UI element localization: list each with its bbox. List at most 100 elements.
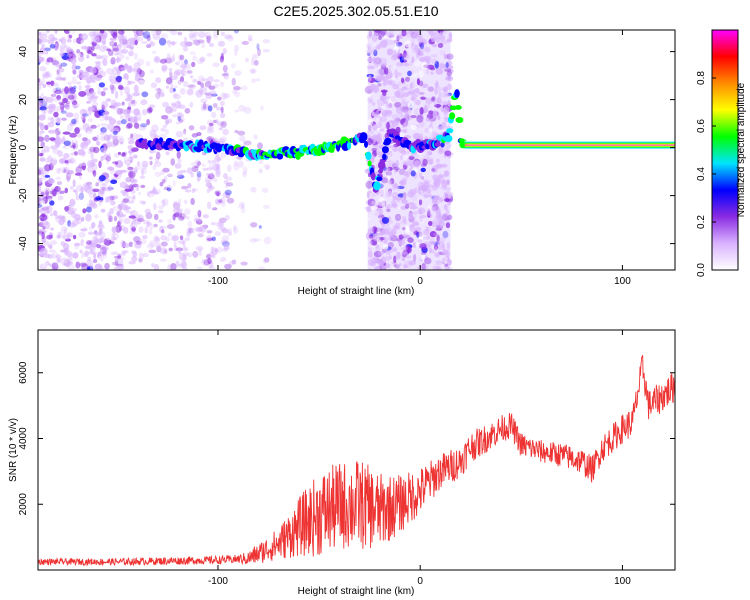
noise-speckle xyxy=(173,93,182,100)
noise-speckle xyxy=(84,46,89,51)
noise-speckle xyxy=(125,56,130,61)
noise-speckle xyxy=(149,69,154,74)
noise-speckle xyxy=(78,231,86,238)
noise-speckle xyxy=(424,59,432,63)
noise-speckle xyxy=(396,72,402,77)
noise-speckle xyxy=(80,115,85,120)
noise-speckle xyxy=(258,168,263,174)
noise-speckle xyxy=(45,30,50,34)
noise-speckle xyxy=(443,196,447,200)
noise-speckle xyxy=(80,239,85,247)
noise-speckle xyxy=(395,106,404,115)
noise-speckle xyxy=(219,112,226,119)
noise-speckle xyxy=(56,234,61,239)
noise-speckle xyxy=(128,170,136,179)
noise-speckle xyxy=(390,96,396,103)
noise-speckle xyxy=(401,98,406,105)
noise-speckle xyxy=(206,136,215,141)
signal-blob xyxy=(454,89,460,99)
noise-speckle xyxy=(173,212,180,218)
noise-speckle xyxy=(370,205,378,211)
noise-speckle xyxy=(429,241,437,245)
noise-speckle xyxy=(421,45,428,52)
noise-speckle xyxy=(416,231,420,238)
noise-speckle xyxy=(234,44,240,52)
noise-speckle xyxy=(403,161,411,167)
noise-speckle xyxy=(220,152,227,159)
noise-speckle xyxy=(170,30,178,36)
noise-speckle xyxy=(202,104,206,111)
noise-speckle xyxy=(192,78,198,83)
noise-speckle xyxy=(79,262,87,267)
noise-speckle xyxy=(86,130,93,138)
noise-speckle xyxy=(378,237,385,241)
noise-speckle xyxy=(128,241,134,247)
noise-speckle xyxy=(412,221,420,226)
noise-speckle xyxy=(103,115,109,121)
noise-speckle xyxy=(107,134,113,139)
noise-speckle xyxy=(48,206,53,214)
noise-speckle xyxy=(227,231,232,237)
noise-speckle xyxy=(222,191,230,199)
noise-speckle xyxy=(72,179,76,188)
noise-speckle xyxy=(215,170,221,178)
noise-speckle xyxy=(99,197,104,201)
noise-speckle xyxy=(215,119,219,124)
noise-speckle xyxy=(67,169,73,177)
noise-speckle xyxy=(151,263,155,268)
noise-speckle xyxy=(211,111,217,119)
noise-speckle xyxy=(47,178,55,184)
noise-speckle xyxy=(212,36,219,42)
noise-speckle xyxy=(170,75,178,80)
noise-speckle xyxy=(231,77,236,86)
noise-speckle xyxy=(434,181,442,186)
noise-speckle xyxy=(89,146,96,153)
noise-speckle xyxy=(206,237,214,241)
noise-speckle xyxy=(117,84,124,90)
noise-speckle xyxy=(99,245,107,250)
noise-speckle xyxy=(138,252,144,261)
noise-speckle xyxy=(435,35,441,44)
noise-speckle xyxy=(177,158,182,164)
noise-speckle xyxy=(47,129,56,134)
noise-speckle xyxy=(105,155,111,162)
noise-speckle xyxy=(60,241,66,247)
noise-speckle xyxy=(219,221,224,228)
noise-speckle xyxy=(149,240,157,248)
noise-speckle xyxy=(63,153,70,159)
noise-speckle xyxy=(417,218,425,225)
noise-speckle xyxy=(197,75,205,84)
noise-speckle xyxy=(94,238,99,247)
noise-speckle xyxy=(117,256,125,260)
noise-speckle xyxy=(434,82,439,89)
noise-speckle xyxy=(51,252,59,259)
noise-speckle xyxy=(133,108,141,116)
noise-speckle xyxy=(439,197,444,203)
noise-speckle xyxy=(149,224,155,229)
noise-speckle xyxy=(176,174,185,179)
noise-speckle xyxy=(418,91,425,96)
noise-speckle xyxy=(130,99,137,107)
noise-speckle xyxy=(95,55,103,60)
noise-speckle xyxy=(222,48,227,55)
noise-speckle xyxy=(413,253,417,262)
noise-speckle xyxy=(113,153,120,158)
noise-speckle xyxy=(75,261,81,269)
noise-speckle xyxy=(424,104,428,113)
noise-speckle xyxy=(109,208,114,215)
noise-speckle xyxy=(184,41,193,47)
noise-speckle xyxy=(408,30,413,35)
noise-speckle xyxy=(92,136,98,142)
noise-speckle xyxy=(70,145,76,149)
noise-speckle xyxy=(224,215,230,221)
noise-speckle xyxy=(128,50,134,57)
noise-speckle xyxy=(381,177,389,184)
snr-frame xyxy=(37,329,676,571)
noise-speckle xyxy=(402,92,409,98)
noise-speckle xyxy=(133,91,141,96)
noise-speckle xyxy=(401,250,409,255)
spectrogram-frame xyxy=(37,29,676,271)
colorbar-label: Normalized spectral amplitude xyxy=(736,82,747,217)
noise-speckle xyxy=(153,227,158,231)
noise-speckle xyxy=(179,40,188,47)
